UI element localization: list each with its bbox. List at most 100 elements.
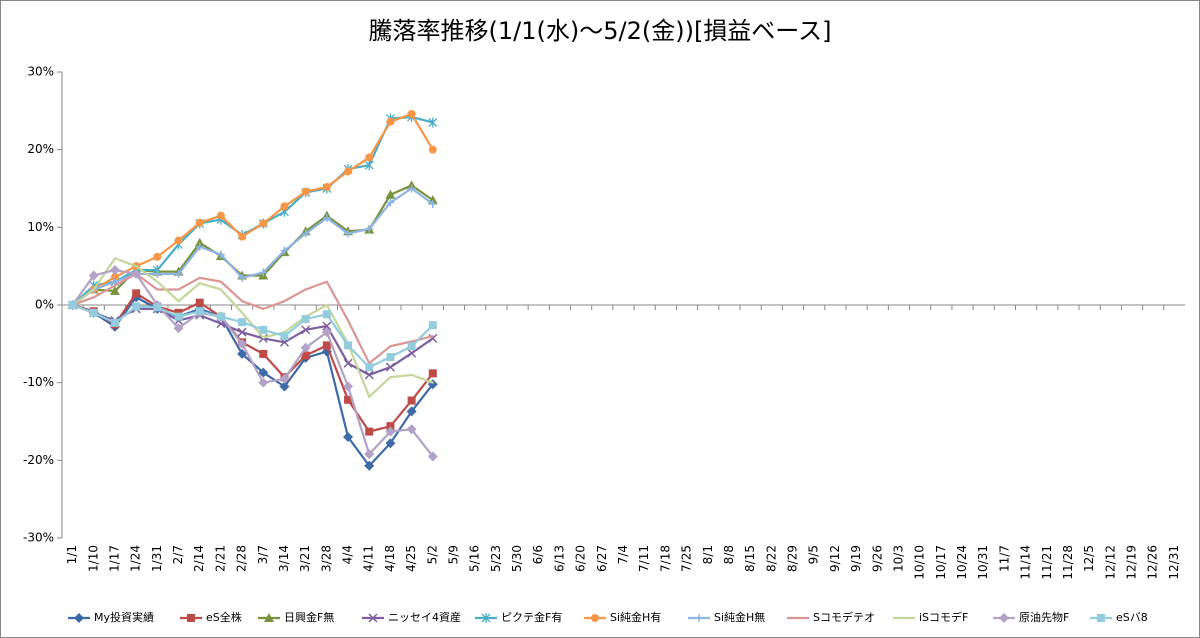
- marker: [259, 325, 268, 334]
- marker: [364, 449, 375, 460]
- marker: [109, 286, 120, 296]
- x-tick-label: 3/7: [256, 545, 270, 564]
- marker: [344, 167, 353, 176]
- marker: [1097, 614, 1105, 622]
- marker: [385, 426, 396, 437]
- marker: [428, 321, 437, 330]
- series-line: [72, 303, 434, 377]
- x-tick-label: 4/4: [341, 545, 355, 564]
- legend-label: eS全株: [206, 610, 242, 624]
- marker: [237, 327, 247, 337]
- marker: [427, 451, 438, 462]
- point: [325, 280, 328, 283]
- chart-title: 騰落率推移(1/1(水)～5/2(金))[損益ベース]: [369, 17, 832, 45]
- marker: [279, 373, 290, 384]
- x-tick-label: 2/14: [192, 545, 206, 572]
- marker: [300, 342, 311, 353]
- marker: [365, 224, 374, 233]
- x-tick-label: 9/5: [807, 545, 821, 564]
- x-tick-label: 8/22: [764, 545, 778, 572]
- point: [241, 300, 244, 303]
- marker: [259, 349, 268, 358]
- marker: [406, 406, 417, 417]
- point: [177, 300, 180, 303]
- marker: [109, 265, 120, 276]
- marker: [364, 160, 374, 171]
- marker: [110, 273, 119, 282]
- x-tick-label: 12/31: [1167, 545, 1181, 580]
- marker: [258, 367, 269, 378]
- point: [389, 345, 392, 348]
- x-tick-label: 3/28: [319, 545, 333, 572]
- marker: [322, 182, 331, 191]
- x-tick-label: 9/19: [849, 545, 863, 572]
- marker: [428, 200, 437, 209]
- point: [410, 373, 413, 376]
- y-tick-label: -30%: [23, 531, 54, 545]
- marker: [153, 252, 162, 261]
- y-tick-label: 20%: [27, 142, 54, 156]
- marker: [237, 338, 248, 349]
- marker: [321, 327, 332, 338]
- marker: [280, 202, 289, 211]
- marker: [132, 302, 141, 311]
- x-tick-label: 1/1: [65, 545, 79, 564]
- marker: [194, 237, 205, 247]
- marker: [173, 323, 184, 334]
- marker: [407, 184, 416, 193]
- x-tick-label: 1/31: [150, 545, 164, 572]
- point: [325, 304, 328, 306]
- x-tick-label: 11/7: [997, 545, 1011, 572]
- x-tick-label: 12/26: [1146, 545, 1160, 580]
- marker: [407, 348, 417, 358]
- marker: [386, 117, 395, 126]
- x-tick-label: 12/19: [1125, 545, 1139, 580]
- marker: [386, 198, 395, 207]
- marker: [428, 117, 438, 128]
- point: [113, 257, 116, 260]
- x-tick-label: 8/29: [786, 545, 800, 572]
- marker: [153, 303, 162, 312]
- marker: [280, 246, 289, 255]
- x-tick-label: 1/24: [129, 545, 143, 572]
- legend-label: eSバ8: [1116, 611, 1148, 624]
- x-tick-label: 6/13: [552, 545, 566, 572]
- x-tick-label: 11/21: [1040, 545, 1054, 580]
- point: [431, 335, 434, 338]
- marker: [365, 363, 374, 372]
- marker: [322, 341, 331, 350]
- point: [219, 288, 222, 291]
- x-tick-label: 12/5: [1082, 545, 1096, 572]
- x-tick-label: 9/26: [870, 545, 884, 572]
- point: [156, 280, 159, 283]
- marker: [153, 269, 162, 278]
- marker: [344, 229, 353, 238]
- x-tick-label: 1/17: [107, 545, 121, 572]
- legend-label: Si純金H有: [610, 610, 661, 624]
- marker: [110, 318, 119, 327]
- marker: [364, 460, 375, 471]
- marker: [301, 351, 310, 360]
- x-tick-label: 2/28: [235, 545, 249, 572]
- point: [262, 336, 265, 339]
- marker: [131, 268, 142, 279]
- marker: [195, 307, 204, 316]
- marker: [386, 422, 395, 431]
- point: [135, 265, 138, 268]
- marker: [174, 269, 183, 278]
- legend-label: ニッセイ4資産: [388, 611, 461, 624]
- x-tick-label: 10/24: [955, 545, 969, 580]
- marker: [195, 298, 204, 307]
- x-tick-label: 10/31: [976, 545, 990, 580]
- x-tick-label: 12/12: [1103, 545, 1117, 580]
- marker: [343, 432, 354, 443]
- marker: [322, 321, 332, 331]
- marker: [174, 236, 183, 245]
- x-tick-label: 8/1: [701, 545, 715, 564]
- marker: [74, 613, 84, 623]
- x-tick-label: 4/25: [404, 545, 418, 572]
- legend-label: iSコモデF: [919, 610, 968, 624]
- point: [304, 288, 307, 291]
- y-tick-label: 30%: [27, 65, 54, 79]
- x-tick-label: 6/27: [595, 545, 609, 572]
